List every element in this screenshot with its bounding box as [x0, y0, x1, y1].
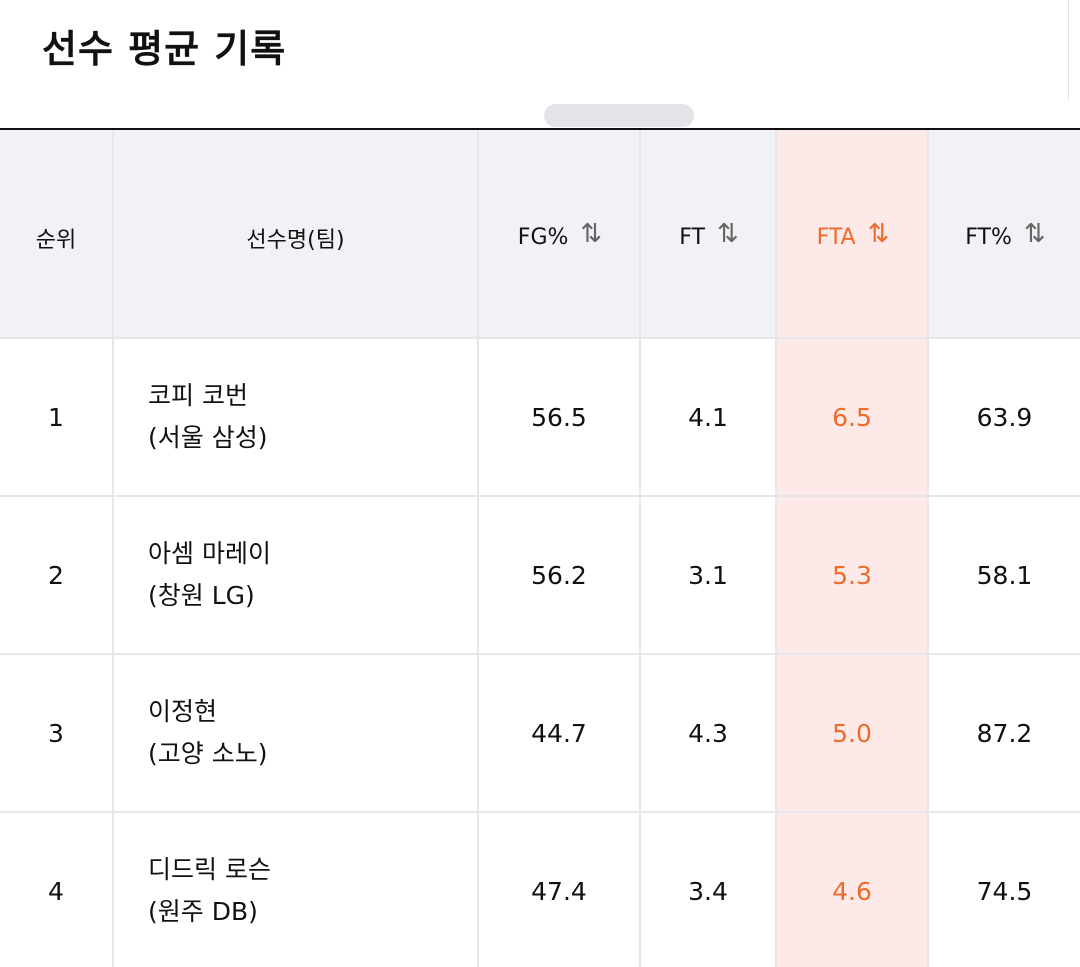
ft-pct-cell: 63.9 [928, 338, 1080, 497]
table-row[interactable]: 2 아셈 마레이 (창원 LG) 56.2 3.1 5.3 58.1 [0, 496, 1080, 655]
fta-cell: 5.3 [776, 496, 929, 655]
player-name[interactable]: 아셈 마레이 [148, 539, 271, 568]
fg-pct-cell: 44.7 [478, 654, 641, 813]
ft-cell: 3.4 [640, 812, 777, 967]
sort-arrows-icon[interactable]: ⇅ [580, 218, 602, 249]
header-rule-right [446, 128, 1080, 130]
table-header-row: 순위 선수명(팀) FG% ⇅ FT ⇅ FTA ⇅ [0, 130, 1080, 339]
header-rule-left [0, 128, 446, 130]
rank-cell: 1 [0, 338, 114, 497]
column-label: 순위 [35, 227, 77, 253]
ft-pct-cell: 87.2 [928, 654, 1080, 813]
player-name[interactable]: 코피 코번 [148, 381, 248, 410]
sort-arrows-icon[interactable]: ⇅ [867, 218, 890, 249]
player-name[interactable]: 디드릭 로슨 [148, 855, 271, 884]
page-title: 선수 평균 기록 [42, 27, 287, 71]
table-row[interactable]: 4 디드릭 로슨 (원주 DB) 47.4 3.4 4.6 74.5 [0, 812, 1080, 967]
player-name[interactable]: 이정현 [148, 697, 218, 726]
fg-pct-cell: 47.4 [478, 812, 641, 967]
column-header-rank: 순위 [0, 130, 114, 339]
column-header-ft[interactable]: FT ⇅ [640, 130, 777, 339]
player-team: (고양 소노) [148, 739, 268, 768]
fta-cell: 5.0 [776, 654, 929, 813]
rank-cell: 3 [0, 654, 114, 813]
ft-cell: 4.3 [640, 654, 777, 813]
right-edge-strip [1068, 0, 1080, 101]
rank-cell: 2 [0, 496, 114, 655]
ft-cell: 4.1 [640, 338, 777, 497]
fta-cell: 4.6 [776, 812, 929, 967]
player-stats-table: 순위 선수명(팀) FG% ⇅ FT ⇅ FTA ⇅ [0, 130, 1080, 967]
player-team: (창원 LG) [148, 581, 255, 610]
column-label: FT% [965, 225, 1012, 250]
column-header-ft-pct[interactable]: FT% ⇅ [928, 130, 1080, 339]
horizontal-scroll-thumb[interactable] [544, 104, 694, 127]
rank-cell: 4 [0, 812, 114, 967]
column-header-fg-pct[interactable]: FG% ⇅ [478, 130, 641, 339]
ft-pct-cell: 58.1 [928, 496, 1080, 655]
column-label: 선수명(팀) [246, 227, 345, 253]
fg-pct-cell: 56.5 [478, 338, 641, 497]
fta-cell: 6.5 [776, 338, 929, 497]
sort-arrows-icon[interactable]: ⇅ [716, 218, 739, 249]
player-cell[interactable]: 디드릭 로슨 (원주 DB) [113, 812, 479, 967]
sort-arrows-icon[interactable]: ⇅ [1023, 218, 1046, 249]
column-header-fta[interactable]: FTA ⇅ [776, 130, 929, 339]
player-cell[interactable]: 이정현 (고양 소노) [113, 654, 479, 813]
column-label: FG% [517, 225, 569, 250]
column-label: FTA [816, 225, 856, 250]
player-team: (원주 DB) [148, 897, 258, 926]
player-team: (서울 삼성) [148, 423, 268, 452]
player-cell[interactable]: 코피 코번 (서울 삼성) [113, 338, 479, 497]
table-row[interactable]: 3 이정현 (고양 소노) 44.7 4.3 5.0 87.2 [0, 654, 1080, 813]
ft-pct-cell: 74.5 [928, 812, 1080, 967]
column-header-player: 선수명(팀) [113, 130, 479, 339]
player-cell[interactable]: 아셈 마레이 (창원 LG) [113, 496, 479, 655]
fg-pct-cell: 56.2 [478, 496, 641, 655]
column-label: FT [679, 225, 705, 250]
table-row[interactable]: 1 코피 코번 (서울 삼성) 56.5 4.1 6.5 63.9 [0, 338, 1080, 497]
ft-cell: 3.1 [640, 496, 777, 655]
